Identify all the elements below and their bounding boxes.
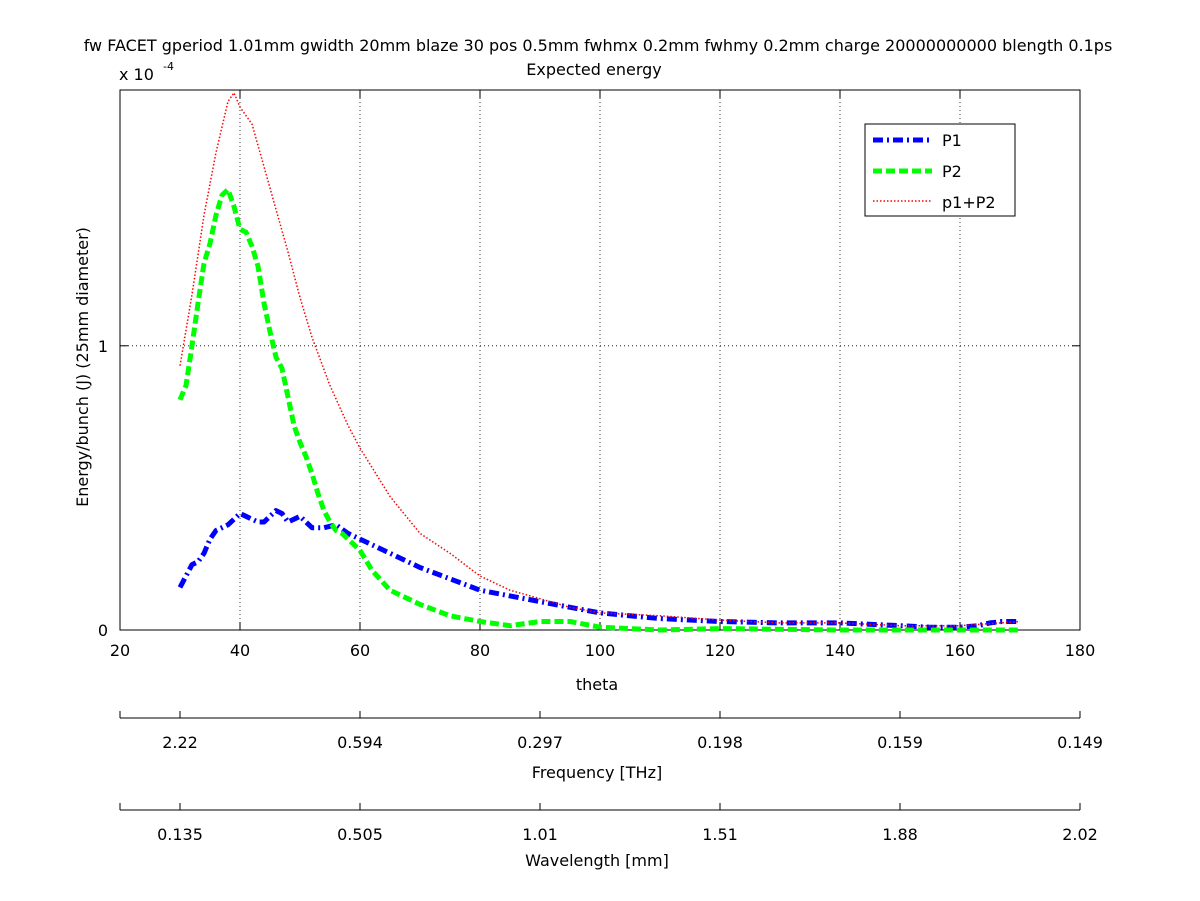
frequency-axis-tick-label: 0.159 [877, 733, 923, 752]
y-exponent-base: x 10 [119, 65, 154, 84]
x-tick-label: 120 [705, 641, 736, 660]
x-axis-ticks: 20 40 60 80 100 120 140 160 180 [110, 90, 1095, 660]
x-tick-label: 40 [230, 641, 250, 660]
wavelength-axis-tick-label: 0.135 [157, 825, 203, 844]
frequency-axis-tick-label: 0.149 [1057, 733, 1103, 752]
series-line-2 [177, 187, 1020, 633]
frequency-axis-tick-label: 0.594 [337, 733, 383, 752]
x-tick-label: 100 [585, 641, 616, 660]
wavelength-axis-ticks: 0.135 0.505 1.01 1.51 1.88 2.02 [119, 803, 1098, 844]
x-tick-label: 160 [945, 641, 976, 660]
y-exponent-power: -4 [163, 60, 174, 73]
wavelength-axis-tick-label: 1.88 [882, 825, 918, 844]
legend-label-p1: P1 [942, 131, 962, 150]
x-axis-label: theta [576, 675, 618, 694]
series-line-3 [179, 92, 1021, 627]
wavelength-axis-tick-label: 1.51 [702, 825, 738, 844]
frequency-axis-tick-label: 2.22 [162, 733, 198, 752]
frequency-axis-tick-label: 0.198 [697, 733, 743, 752]
wavelength-axis-tick-label: 0.505 [337, 825, 383, 844]
frequency-axis-tick-label: 0.297 [517, 733, 563, 752]
legend-label-p2: P2 [942, 162, 962, 181]
wavelength-axis-tick-label: 1.01 [522, 825, 558, 844]
legend: P1 P2 p1+P2 [864, 123, 1016, 217]
frequency-axis-label: Frequency [THz] [532, 763, 662, 782]
x-tick-label: 140 [825, 641, 856, 660]
wavelength-axis-label: Wavelength [mm] [525, 851, 669, 870]
figure-title-line1: fw FACET gperiod 1.01mm gwidth 20mm blaz… [84, 36, 1113, 55]
figure-title-line2: Expected energy [526, 60, 661, 79]
y-axis-label: Energy/bunch (J) (25mm diameter) [73, 227, 92, 507]
y-tick-label: 1 [98, 337, 108, 356]
x-tick-label: 80 [470, 641, 490, 660]
wavelength-axis-tick-label: 2.02 [1062, 825, 1098, 844]
series-group [177, 92, 1021, 633]
y-axis-ticks: 01 [98, 337, 1080, 640]
grid [120, 90, 1080, 630]
y-tick-label: 0 [98, 621, 108, 640]
frequency-axis-ticks: 2.22 0.594 0.297 0.198 0.159 0.149 [119, 711, 1103, 752]
x-tick-label: 20 [110, 641, 130, 660]
x-tick-label: 60 [350, 641, 370, 660]
legend-label-p1p2: p1+P2 [942, 193, 996, 212]
x-tick-label: 180 [1065, 641, 1096, 660]
